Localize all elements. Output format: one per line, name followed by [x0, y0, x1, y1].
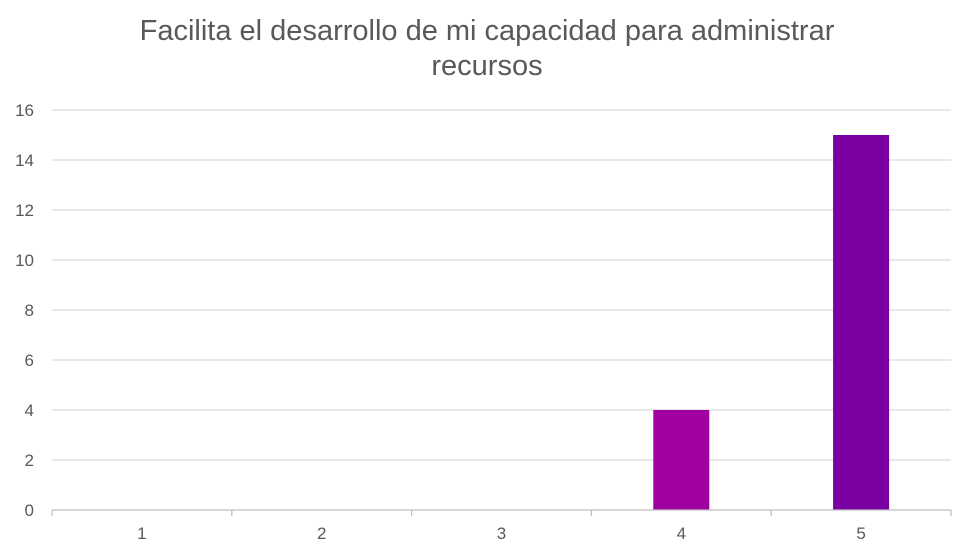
x-axis-tick-labels: 1 2 3 4 5 [137, 524, 866, 543]
y-tick-label: 0 [25, 501, 34, 520]
y-tick-label: 14 [15, 151, 34, 170]
x-tick-label: 1 [137, 524, 146, 543]
gridlines [52, 109, 951, 461]
y-tick-label: 2 [25, 451, 34, 470]
x-tick-label: 2 [317, 524, 326, 543]
chart-title: Facilita el desarrollo de mi capacidad p… [0, 14, 974, 84]
y-tick-label: 8 [25, 301, 34, 320]
bar-4 [653, 410, 710, 510]
bar-5 [833, 135, 890, 510]
x-tick-label: 3 [497, 524, 506, 543]
chart-title-line-1: Facilita el desarrollo de mi capacidad p… [139, 15, 835, 47]
x-tick-label: 4 [677, 524, 686, 543]
y-tick-label: 6 [25, 351, 34, 370]
bars [653, 135, 890, 510]
chart-title-line-2: recursos [431, 50, 543, 82]
y-tick-label: 4 [25, 401, 34, 420]
x-tick-label: 5 [856, 524, 865, 543]
x-axis [51, 509, 952, 516]
y-axis-tick-labels: 0 2 4 6 8 10 12 14 16 [15, 101, 34, 520]
y-tick-label: 16 [15, 101, 34, 120]
y-tick-label: 10 [15, 251, 34, 270]
y-tick-label: 12 [15, 201, 34, 220]
